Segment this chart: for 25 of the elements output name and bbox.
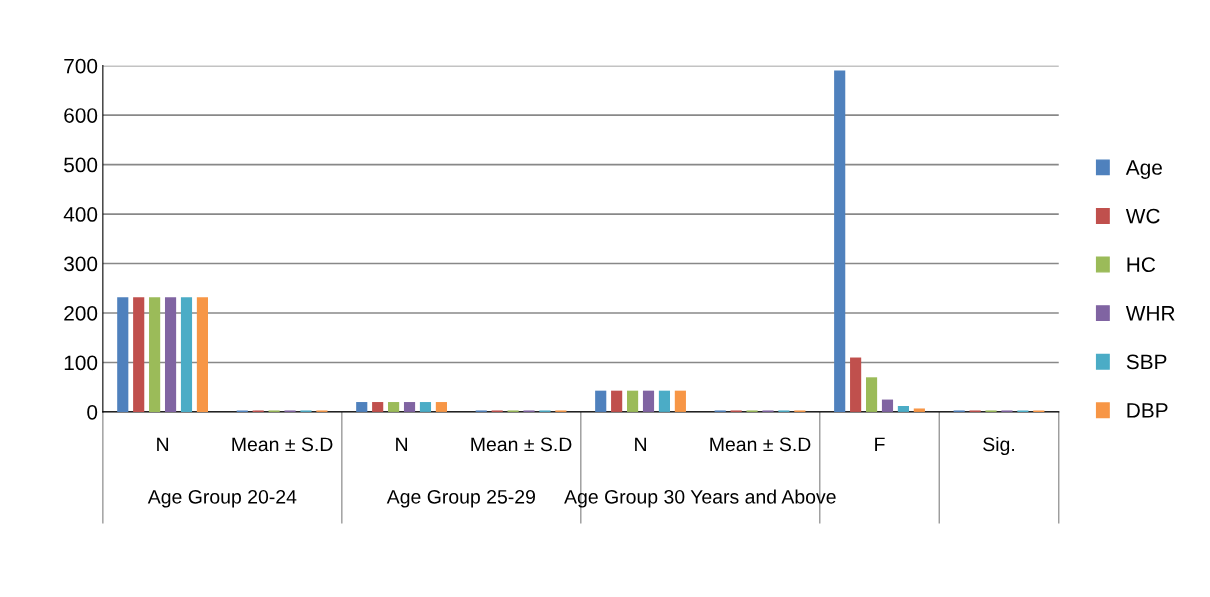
x-tick-label: Mean ± S.D [471, 437, 572, 452]
legend-label: Age [1125, 160, 1162, 179]
y-tick-label: 0 [87, 404, 98, 420]
legend-label: WHR [1125, 306, 1175, 321]
y-tick-label: 600 [64, 108, 98, 123]
text: Age Group 30 Years and Above [564, 489, 836, 508]
text: Age Group 25-29 [386, 489, 535, 508]
y-tick-label: 700 [64, 58, 98, 74]
y-tick-label: 300 [64, 256, 98, 272]
legend-label: DBP [1127, 403, 1168, 418]
x-tick-label: N [157, 437, 169, 452]
legend-label: WC [1125, 208, 1160, 224]
y-tick-label: 400 [63, 207, 98, 222]
x-tick-label: Mean ± S.D [710, 437, 811, 452]
x-tick-label: N [635, 437, 646, 452]
x-tick-label: N [396, 437, 407, 452]
text: Age Group 20-24 [147, 489, 297, 508]
x-tick-label: F [875, 437, 885, 452]
y-tick-label: 100 [64, 355, 98, 371]
y-tick-label: 200 [64, 306, 98, 321]
legend-label: HC [1127, 257, 1156, 273]
x-tick-label: Sig. [983, 436, 1014, 456]
x-tick-label: Mean ± S.D [232, 437, 333, 452]
legend-label: SBP [1126, 354, 1167, 370]
y-tick-label: 500 [64, 157, 98, 173]
